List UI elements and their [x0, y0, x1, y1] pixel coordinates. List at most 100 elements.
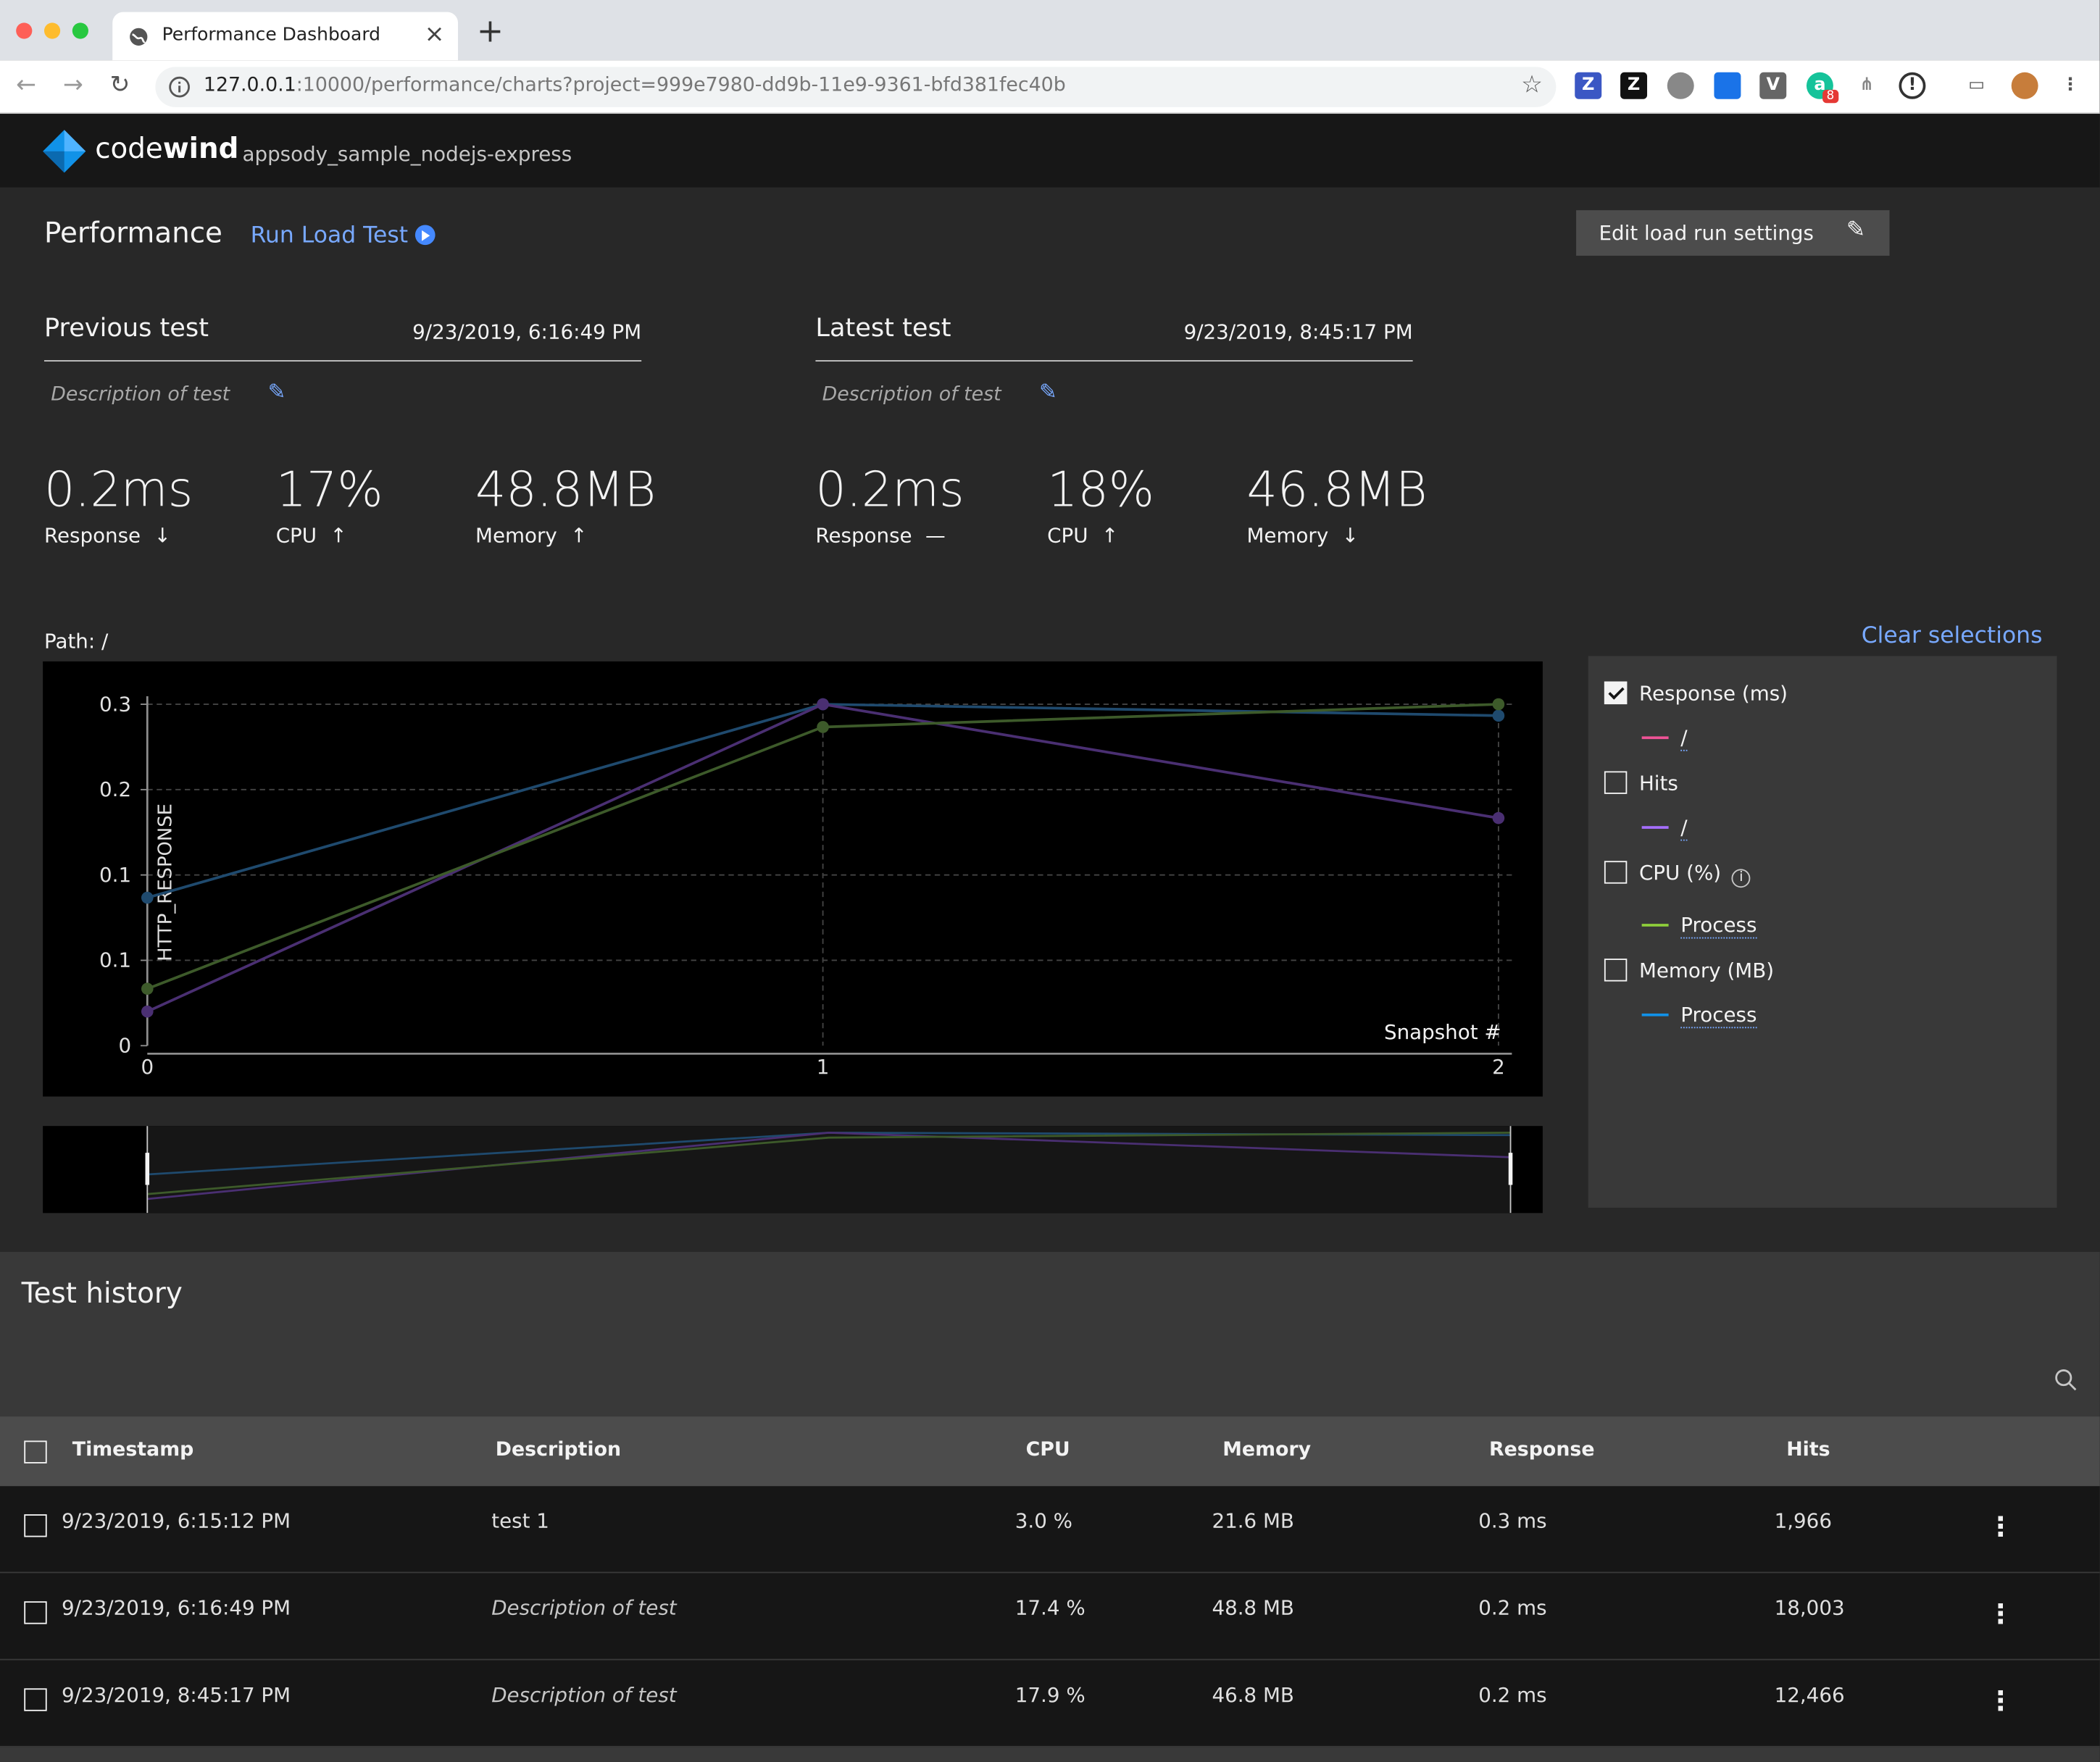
- range-selection: [147, 1126, 1511, 1214]
- legend-response-checkbox[interactable]: Response (ms): [1604, 681, 1788, 706]
- overflow-menu-icon[interactable]: ⋮: [1987, 1597, 2014, 1630]
- range-grip-left: [145, 1153, 150, 1185]
- checkbox-icon[interactable]: [1604, 861, 1628, 884]
- trend-up-icon: ↑: [570, 523, 588, 548]
- row-response: 0.2 ms: [1478, 1682, 1547, 1708]
- latest-test-date: 9/23/2019, 8:45:17 PM: [1183, 320, 1413, 344]
- latest-test-title: Latest test: [815, 313, 951, 343]
- forward-arrow-icon[interactable]: →: [62, 70, 83, 99]
- column-response[interactable]: Response: [1488, 1439, 1595, 1461]
- bookmark-star-icon[interactable]: ☆: [1521, 70, 1543, 99]
- new-tab-button[interactable]: +: [476, 12, 504, 50]
- table-row[interactable]: 9/23/2019, 6:15:12 PM test 1 3.0 % 21.6 …: [0, 1486, 2100, 1574]
- hierarchy-extension-icon[interactable]: ⋔: [1859, 75, 1875, 96]
- table-row[interactable]: 9/23/2019, 8:45:17 PM Description of tes…: [0, 1660, 2100, 1748]
- info-icon[interactable]: [169, 76, 191, 98]
- row-hits: 1,966: [1774, 1508, 1832, 1533]
- row-checkbox[interactable]: [24, 1514, 47, 1537]
- url-bar[interactable]: 127.0.0.1:10000/performance/charts?proje…: [155, 67, 1557, 107]
- column-description[interactable]: Description: [495, 1439, 622, 1461]
- test-history-section: Test history Timestamp Description CPU M…: [0, 1251, 2100, 1762]
- x-axis-label: Snapshot #: [1384, 1020, 1501, 1044]
- z-extension-icon[interactable]: Z: [1620, 72, 1648, 99]
- row-checkbox[interactable]: [24, 1601, 47, 1624]
- x-tick-label: 1: [817, 1055, 830, 1079]
- extension-badge: 8: [1822, 89, 1838, 104]
- range-selector-chart[interactable]: [43, 1126, 1543, 1214]
- presentation-extension-icon[interactable]: [1714, 72, 1741, 99]
- address-toolbar: ← → ↻ 127.0.0.1:10000/performance/charts…: [0, 60, 2100, 114]
- checkbox-icon[interactable]: [1604, 959, 1628, 982]
- chrome-menu-icon[interactable]: ⋮: [2061, 75, 2080, 96]
- row-description: Description of test: [491, 1682, 677, 1708]
- close-window-button[interactable]: [16, 22, 33, 39]
- clear-selections-link[interactable]: Clear selections: [1861, 622, 2043, 650]
- url-text: 127.0.0.1:10000/performance/charts?proje…: [203, 75, 1066, 97]
- run-load-test-link[interactable]: Run Load Test: [251, 222, 435, 249]
- trend-down-icon: ↓: [1341, 523, 1359, 548]
- minimize-window-button[interactable]: [43, 22, 61, 39]
- performance-section: Performance Run Load Test Edit load run …: [0, 187, 2100, 1252]
- range-canvas: [145, 1126, 1513, 1214]
- reload-icon[interactable]: ↻: [109, 70, 130, 99]
- avatar[interactable]: [2011, 72, 2038, 99]
- globe-icon: [130, 28, 148, 46]
- cast-icon[interactable]: ▭: [1968, 75, 1985, 96]
- edit-load-run-settings-button[interactable]: Edit load run settings ✎: [1576, 210, 1890, 256]
- column-cpu[interactable]: CPU: [1025, 1439, 1070, 1461]
- edit-description-icon[interactable]: ✎: [1039, 378, 1057, 405]
- range-series-line: [147, 1132, 1511, 1195]
- table-header: Timestamp Description CPU Memory Respons…: [0, 1416, 2100, 1487]
- table-row[interactable]: 9/23/2019, 6:16:49 PM Description of tes…: [0, 1573, 2100, 1661]
- legend-hits-series: /: [1641, 815, 1688, 841]
- column-memory[interactable]: Memory: [1222, 1439, 1312, 1461]
- test-history-title: Test history: [21, 1277, 183, 1310]
- y-tick-label: 0.2: [99, 777, 131, 801]
- y-tick-label: 0.3: [99, 692, 131, 716]
- circle-extension-icon[interactable]: [1667, 72, 1694, 99]
- data-point: [1492, 811, 1505, 824]
- data-point: [1492, 698, 1505, 711]
- maximize-window-button[interactable]: [72, 22, 88, 39]
- browser-tab[interactable]: Performance Dashboard ×: [112, 12, 459, 61]
- trend-up-icon: ↑: [1101, 523, 1119, 548]
- latest-test-description: Description of test: [822, 384, 1001, 406]
- edit-description-icon[interactable]: ✎: [267, 378, 286, 405]
- overflow-menu-icon[interactable]: ⋮: [1987, 1684, 2014, 1717]
- legend-memory-checkbox[interactable]: Memory (MB): [1604, 959, 1774, 982]
- v-extension-icon[interactable]: V: [1759, 72, 1787, 99]
- latest-memory-metric: 46.8MB Memory ↓: [1246, 463, 1428, 548]
- previous-memory-metric: 48.8MB Memory ↑: [475, 463, 657, 548]
- previous-test-panel: Previous test 9/23/2019, 6:16:49 PM Descr…: [43, 313, 656, 548]
- column-timestamp[interactable]: Timestamp: [72, 1439, 194, 1461]
- data-point: [141, 891, 154, 904]
- row-hits: 12,466: [1774, 1682, 1845, 1708]
- x-tick-label: 0: [141, 1055, 154, 1079]
- back-arrow-icon[interactable]: ←: [16, 70, 37, 99]
- onepassword-extension-icon[interactable]: !: [1899, 72, 1926, 99]
- legend-cpu-checkbox[interactable]: CPU (%) i: [1604, 861, 1751, 888]
- y-tick-label: 0: [118, 1034, 131, 1058]
- legend-hits-checkbox[interactable]: Hits: [1604, 771, 1678, 796]
- y-axis-label: HTTP_RESPONSE: [155, 803, 177, 961]
- data-point: [817, 698, 829, 711]
- data-point: [1492, 709, 1505, 722]
- info-icon[interactable]: i: [1731, 869, 1751, 888]
- play-icon: [414, 225, 435, 246]
- y-tick-label: 0.1: [99, 863, 131, 887]
- legend-cpu-series: Process: [1641, 913, 1757, 939]
- checkbox-icon[interactable]: [1604, 771, 1628, 794]
- search-icon[interactable]: [2054, 1369, 2078, 1393]
- row-response: 0.3 ms: [1478, 1508, 1547, 1533]
- row-checkbox[interactable]: [24, 1688, 47, 1711]
- checkbox-checked-icon[interactable]: [1604, 681, 1628, 705]
- trend-flat-icon: —: [925, 523, 946, 548]
- row-cpu: 17.4 %: [1014, 1595, 1086, 1621]
- response-chart[interactable]: 0 0.1 0.1 0.2 0.3 0 1 2 HTTP_RESPONSE Snapshot #: [43, 661, 1543, 1097]
- zotero-extension-icon[interactable]: Z: [1575, 72, 1602, 99]
- row-memory: 46.8 MB: [1212, 1682, 1294, 1708]
- overflow-menu-icon[interactable]: ⋮: [1987, 1510, 2014, 1542]
- select-all-checkbox[interactable]: [24, 1440, 47, 1464]
- close-tab-icon[interactable]: ×: [424, 20, 445, 49]
- column-hits[interactable]: Hits: [1786, 1439, 1830, 1461]
